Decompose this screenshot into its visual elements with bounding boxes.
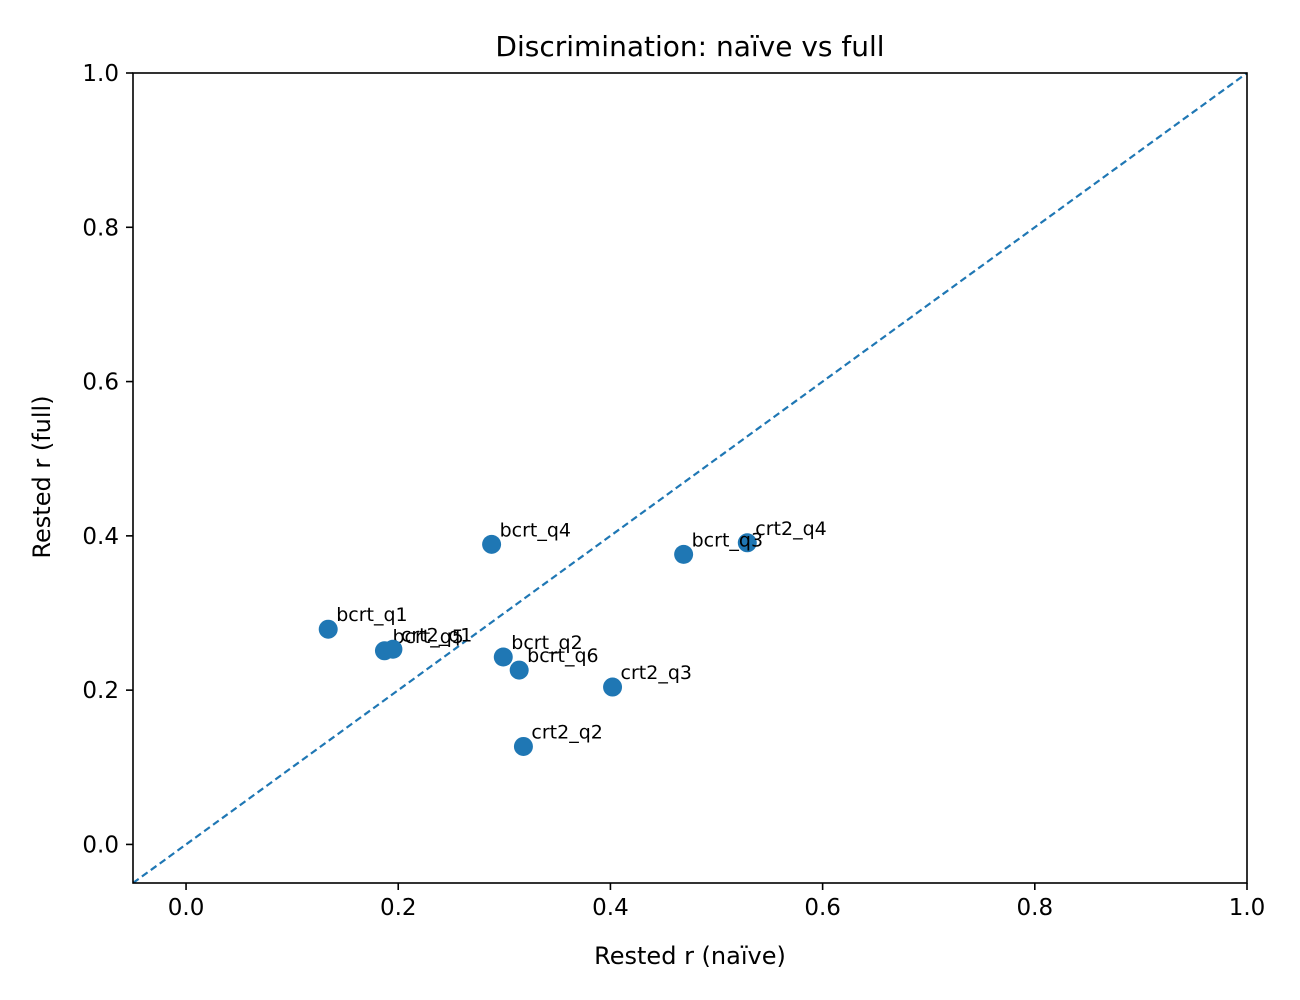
point-label-bcrt-q1: bcrt_q1 xyxy=(336,604,407,626)
plot-frame xyxy=(132,72,1248,884)
x-tick-label: 0.8 xyxy=(1017,895,1054,921)
x-tick-label: 0.2 xyxy=(380,895,417,921)
y-tick-label: 1.0 xyxy=(82,61,119,87)
data-point-crt2-q3 xyxy=(603,677,623,697)
point-label-crt2-q1: crt2_q1 xyxy=(401,624,472,646)
point-label-bcrt-q5: bcrt_q5 xyxy=(392,626,463,648)
x-axis-ticks: 0.0 0.2 0.4 0.6 0.8 1.0 xyxy=(168,883,1266,921)
point-label-bcrt-q6: bcrt_q6 xyxy=(527,645,598,667)
y-tick-label: 0.8 xyxy=(82,215,119,241)
x-tick-label: 0.6 xyxy=(804,895,841,921)
x-axis-label: Rested r (naïve) xyxy=(594,942,786,970)
data-point-bcrt-q6 xyxy=(509,660,529,680)
x-tick-label: 0.4 xyxy=(592,895,629,921)
x-tick-label: 1.0 xyxy=(1229,895,1266,921)
data-point-bcrt-q4 xyxy=(482,534,502,554)
diagonal-reference-line xyxy=(132,72,1248,884)
data-point-crt2-q4 xyxy=(737,533,757,553)
y-tick-label: 0.4 xyxy=(82,524,119,550)
point-label-crt2-q4: crt2_q4 xyxy=(755,518,826,540)
data-point-crt2-q2 xyxy=(513,736,533,756)
y-tick-label: 0.2 xyxy=(82,678,119,704)
y-axis-label: Rested r (full) xyxy=(28,395,56,558)
y-tick-label: 0.0 xyxy=(82,832,119,858)
chart-title: Discrimination: naïve vs full xyxy=(495,30,884,63)
y-tick-label: 0.6 xyxy=(82,370,119,396)
point-label-bcrt-q2: bcrt_q2 xyxy=(511,632,582,654)
plot-area: bcrt_q4 crt2_q4bcrt_q3bcrt_q1bcrt_q5crt2_… xyxy=(132,72,1248,884)
point-label-crt2-q3: crt2_q3 xyxy=(621,662,692,684)
data-point-bcrt-q3 xyxy=(674,544,694,564)
x-tick-label: 0.0 xyxy=(168,895,205,921)
point-label-bcrt-q4: bcrt_q4 xyxy=(500,519,571,541)
data-point-crt2-q1 xyxy=(383,639,403,659)
data-point-bcrt-q2 xyxy=(493,647,513,667)
data-point-bcrt-q1 xyxy=(318,619,338,639)
y-axis-ticks: 0.0 0.2 0.4 0.6 0.8 1.0 xyxy=(82,61,133,858)
point-label-bcrt-q3: bcrt_q3 xyxy=(692,529,763,551)
point-label-crt2-q2: crt2_q2 xyxy=(531,721,602,743)
